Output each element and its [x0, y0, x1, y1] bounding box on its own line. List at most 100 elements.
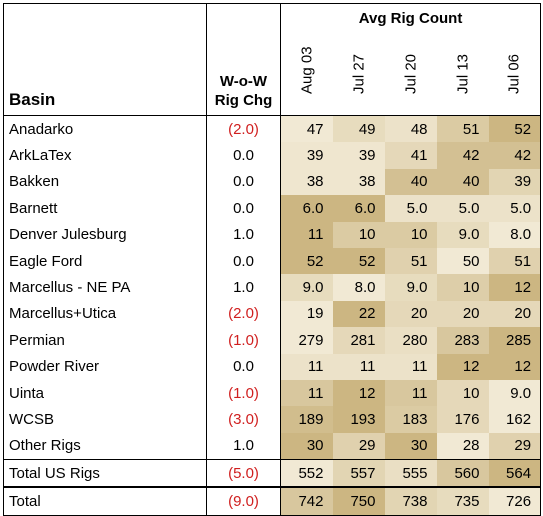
table-row: ArkLaTex 0.0 39 39 41 42 42 — [3, 142, 542, 169]
table-row: WCSB (3.0) 189 193 183 176 162 — [3, 406, 542, 433]
wow-rig-change: (1.0) — [206, 327, 281, 354]
table-row: Other Rigs 1.0 30 29 30 28 29 — [3, 432, 542, 460]
rig-count-cell: 52 — [332, 247, 385, 275]
date-header-1: Jul 27 — [332, 32, 385, 116]
rig-count-cell: 12 — [488, 274, 542, 301]
basin-name: ArkLaTex — [3, 142, 207, 169]
rig-count-cell: 5.0 — [384, 195, 437, 222]
rig-count-cell: 30 — [384, 432, 437, 460]
wow-rig-change: 0.0 — [206, 168, 281, 196]
table-row: Marcellus+Utica (2.0) 19 22 20 20 20 — [3, 300, 542, 328]
rig-count-cell: 39 — [332, 142, 385, 169]
wow-rig-change: 1.0 — [206, 432, 281, 460]
rig-count-cell: 560 — [436, 459, 489, 488]
wow-rig-change: 0.0 — [206, 142, 281, 169]
rig-count-cell: 49 — [332, 115, 385, 143]
basin-name: Marcellus+Utica — [3, 300, 207, 328]
rig-count-cell: 12 — [332, 379, 385, 407]
table-row: Barnett 0.0 6.0 6.0 5.0 5.0 5.0 — [3, 195, 542, 222]
date-header-label: Jul 27 — [350, 53, 367, 94]
rig-count-cell: 19 — [280, 300, 333, 328]
rig-count-cell: 10 — [332, 221, 385, 248]
rig-count-cell: 50 — [436, 247, 489, 275]
rig-count-cell: 41 — [384, 142, 437, 169]
date-header-3: Jul 13 — [436, 32, 489, 116]
rig-count-cell: 12 — [436, 353, 489, 380]
rig-count-cell: 552 — [280, 459, 333, 488]
table-row: Marcellus - NE PA 1.0 9.0 8.0 9.0 10 12 — [3, 274, 542, 301]
rig-count-cell: 726 — [488, 486, 542, 516]
rig-count-cell: 742 — [280, 486, 333, 516]
wow-header-line1: W-o-W — [219, 73, 268, 90]
rig-count-cell: 176 — [436, 406, 489, 433]
rig-count-cell: 29 — [332, 432, 385, 460]
basin-name: Permian — [3, 327, 207, 354]
basin-name: Powder River — [3, 353, 207, 380]
basin-name: Other Rigs — [3, 432, 207, 460]
rig-count-cell: 42 — [488, 142, 542, 169]
rig-count-cell: 9.0 — [436, 221, 489, 248]
wow-rig-change: 0.0 — [206, 195, 281, 222]
wow-rig-change: (9.0) — [206, 486, 281, 516]
rig-count-cell: 51 — [384, 247, 437, 275]
avg-rig-count-header: Avg Rig Count — [280, 3, 542, 32]
rig-count-cell: 9.0 — [280, 274, 333, 301]
rig-count-cell: 39 — [280, 142, 333, 169]
rig-count-cell: 40 — [384, 168, 437, 196]
basin-name: Total US Rigs — [3, 459, 207, 488]
rig-count-cell: 189 — [280, 406, 333, 433]
rig-count-cell: 6.0 — [280, 195, 333, 222]
table-row: Powder River 0.0 11 11 11 12 12 — [3, 353, 542, 380]
rig-count-cell: 11 — [280, 353, 333, 380]
table-body: Anadarko (2.0) 47 49 48 51 52 ArkLaTex 0.0 39 39 41… — [3, 115, 542, 516]
table-row: Denver Julesburg 1.0 11 10 10 9.0 8.0 — [3, 221, 542, 248]
rig-count-cell: 51 — [436, 115, 489, 143]
rig-count-cell: 11 — [280, 379, 333, 407]
rig-count-cell: 20 — [488, 300, 542, 328]
rig-count-cell: 162 — [488, 406, 542, 433]
basin-name: WCSB — [3, 406, 207, 433]
rig-count-cell: 40 — [436, 168, 489, 196]
basin-name: Eagle Ford — [3, 247, 207, 275]
rig-count-cell: 285 — [488, 327, 542, 354]
wow-rig-change: (3.0) — [206, 406, 281, 433]
rig-count-cell: 30 — [280, 432, 333, 460]
rig-count-cell: 750 — [332, 486, 385, 516]
date-header-label: Aug 03 — [298, 46, 316, 94]
rig-count-cell: 283 — [436, 327, 489, 354]
rig-count-cell: 281 — [332, 327, 385, 354]
wow-rig-change: 1.0 — [206, 274, 281, 301]
rig-count-cell: 6.0 — [332, 195, 385, 222]
rig-count-cell: 9.0 — [384, 274, 437, 301]
date-header-row: Aug 03 Jul 27 Jul 20 Jul 13 Jul 06 — [4, 32, 542, 116]
table-row: Total US Rigs (5.0) 552 557 555 560 564 — [3, 459, 542, 488]
rig-count-cell: 39 — [488, 168, 542, 196]
rig-count-cell: 20 — [384, 300, 437, 328]
date-header-0: Aug 03 — [280, 32, 333, 116]
rig-count-cell: 8.0 — [332, 274, 385, 301]
basin-column-header: Basin — [3, 3, 207, 116]
rig-count-cell: 29 — [488, 432, 542, 460]
rig-count-cell: 11 — [384, 379, 437, 407]
rig-count-cell: 38 — [332, 168, 385, 196]
table-row: Permian (1.0) 279 281 280 283 285 — [3, 327, 542, 354]
rig-count-table: Basin W-o-W Rig Chg Avg Rig Count Aug 03… — [3, 3, 542, 516]
table-row: Total (9.0) 742 750 738 735 726 — [3, 486, 542, 516]
basin-name: Uinta — [3, 379, 207, 407]
table-row: Eagle Ford 0.0 52 52 51 50 51 — [3, 247, 542, 275]
rig-count-cell: 42 — [436, 142, 489, 169]
rig-count-cell: 735 — [436, 486, 489, 516]
rig-count-cell: 5.0 — [488, 195, 542, 222]
basin-name: Total — [3, 486, 207, 516]
table-row: Anadarko (2.0) 47 49 48 51 52 — [3, 115, 542, 143]
rig-count-cell: 52 — [488, 115, 542, 143]
date-header-label: Jul 13 — [454, 53, 471, 94]
table-row: Bakken 0.0 38 38 40 40 39 — [3, 168, 542, 196]
basin-name: Barnett — [3, 195, 207, 222]
date-header-4: Jul 06 — [488, 32, 542, 116]
rig-count-table-container: Basin W-o-W Rig Chg Avg Rig Count Aug 03… — [3, 3, 542, 516]
wow-rig-change: 0.0 — [206, 247, 281, 275]
basin-name: Marcellus - NE PA — [3, 274, 207, 301]
rig-count-cell: 52 — [280, 247, 333, 275]
rig-count-cell: 183 — [384, 406, 437, 433]
